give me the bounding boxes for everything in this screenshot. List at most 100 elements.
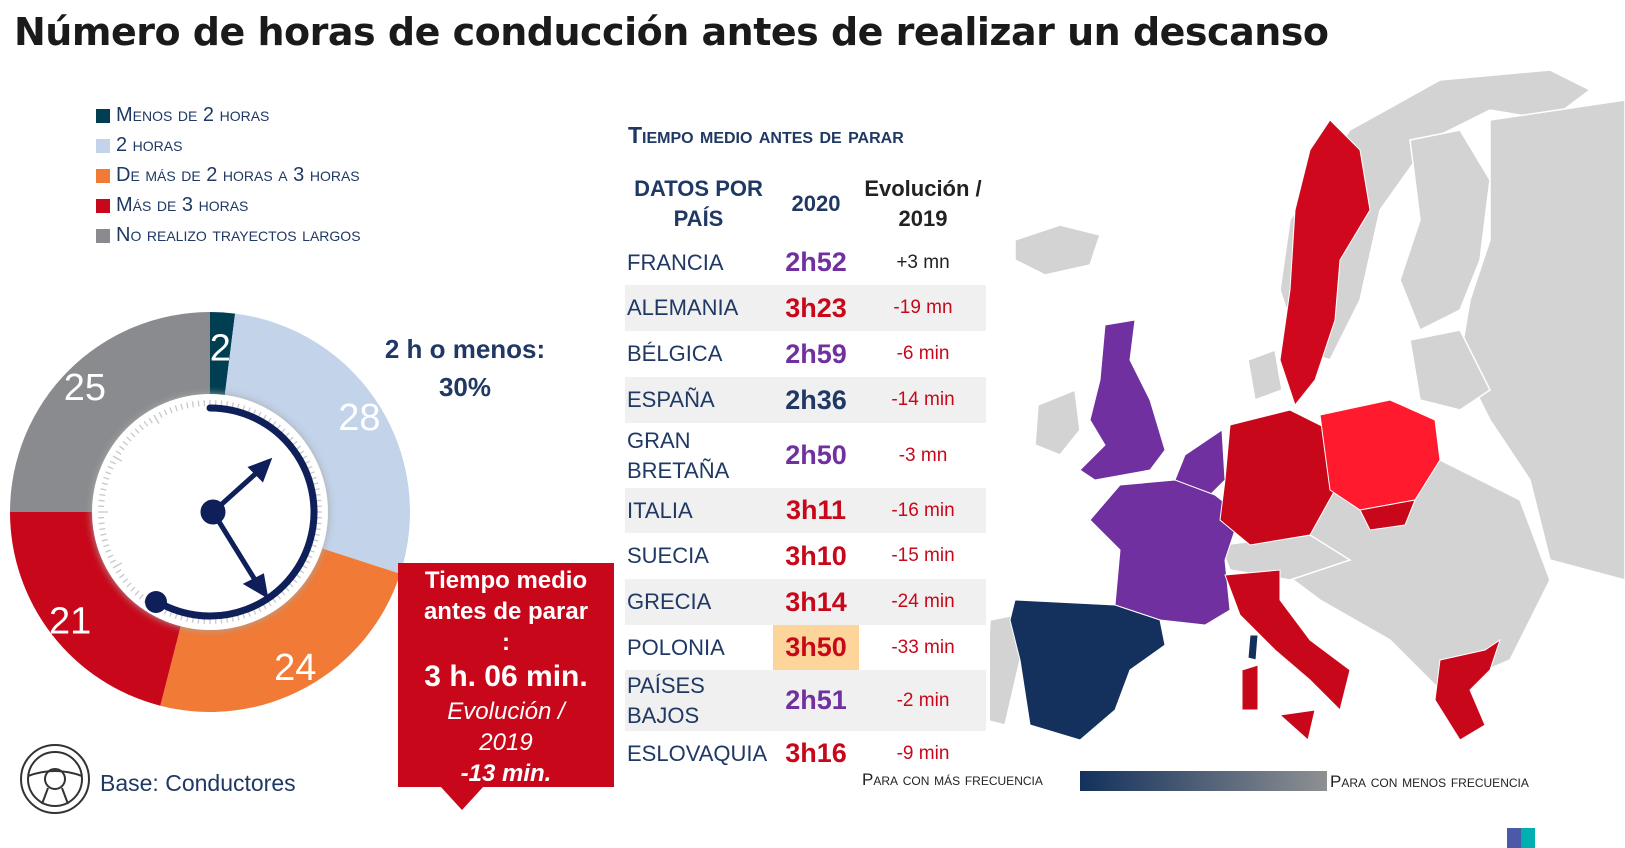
summary-label: 2 h o menos: bbox=[384, 334, 546, 364]
table-row: PAÍSES BAJOS 2h51 -2 min bbox=[625, 670, 986, 731]
clock-tick bbox=[169, 407, 173, 414]
legend-swatch bbox=[96, 138, 110, 153]
summary-value: 30% bbox=[438, 372, 492, 402]
legend-item: De más de 2 horas a 3 horas bbox=[96, 164, 360, 187]
country-name: ESLOVAQUIA bbox=[627, 740, 768, 766]
donut-slice bbox=[210, 312, 236, 403]
clock-tick bbox=[98, 522, 105, 525]
map-russia-east bbox=[1459, 99, 1625, 581]
map-corsica bbox=[1247, 634, 1259, 661]
page-title: Número de horas de conducción antes de r… bbox=[14, 10, 1329, 54]
clock-tick bbox=[153, 414, 160, 424]
clock-tick bbox=[186, 402, 189, 409]
clock-tick bbox=[126, 582, 132, 588]
europe-map bbox=[990, 69, 1625, 741]
map-sweden bbox=[1279, 119, 1371, 407]
clock-tick bbox=[101, 538, 108, 542]
donut-data-label: 21 bbox=[49, 600, 91, 642]
evolution-value: -15 min bbox=[891, 545, 955, 566]
steering-wheel-icon bbox=[20, 744, 90, 814]
legend-item: 2 horas bbox=[96, 134, 182, 157]
map-ireland bbox=[1034, 388, 1081, 456]
clock-arc bbox=[149, 404, 318, 620]
header-text: Evolución / bbox=[864, 176, 982, 201]
donut-chart: 2 28 24 21 25 bbox=[9, 312, 411, 712]
table-row: ITALIA 3h11 -16 min bbox=[625, 488, 986, 533]
hour-hand-arrow bbox=[247, 457, 273, 483]
callout-evolution-label: Evolución / bbox=[447, 698, 565, 725]
clock-tick bbox=[191, 401, 195, 408]
time-2020: 3h16 bbox=[785, 738, 847, 768]
clock-tick bbox=[107, 465, 114, 470]
clock-tick bbox=[109, 559, 116, 564]
time-2020: 2h50 bbox=[785, 440, 847, 470]
evolution-value: +3 mn bbox=[896, 252, 950, 273]
header-text: PAÍS bbox=[673, 206, 724, 231]
legend-item: No realizo trayectos largos bbox=[96, 224, 361, 247]
clock-tick bbox=[139, 424, 144, 431]
clock-tick bbox=[197, 400, 200, 407]
evolution-value: -3 mn bbox=[898, 445, 948, 466]
callout-text: : bbox=[502, 629, 510, 656]
map-france bbox=[1089, 479, 1241, 626]
country-name: FRANCIA bbox=[627, 249, 724, 275]
time-2020: 3h50 bbox=[773, 625, 859, 670]
country-name: GRECIA bbox=[627, 589, 712, 614]
country-name: ITALIA bbox=[627, 497, 693, 523]
country-name: SUECIA bbox=[627, 543, 709, 568]
clock-tick bbox=[174, 405, 178, 412]
callout-text: Tiempo medio bbox=[424, 567, 588, 594]
legend-swatch bbox=[96, 198, 110, 213]
map-spain bbox=[1009, 599, 1166, 741]
map-greece bbox=[1434, 638, 1501, 741]
evolution-value: -33 min bbox=[891, 637, 955, 658]
legend-label: Menos de 2 horas bbox=[116, 104, 270, 126]
country-name-line: GRAN bbox=[627, 427, 691, 453]
header-evolution: Evolución / 2019 bbox=[860, 174, 986, 234]
donut-slice bbox=[9, 512, 183, 706]
donut-data-label: 25 bbox=[64, 367, 106, 409]
legend-swatch bbox=[96, 228, 110, 243]
donut-slice bbox=[10, 312, 210, 512]
country-name: ALEMANIA bbox=[627, 295, 739, 320]
map-slovakia bbox=[1359, 499, 1416, 531]
map-germany bbox=[1219, 409, 1336, 546]
donut-data-label: 2 bbox=[210, 327, 231, 369]
time-2020: 3h10 bbox=[785, 541, 847, 571]
map-iceland bbox=[1014, 224, 1101, 276]
clock-tick bbox=[130, 432, 136, 438]
clock-tick bbox=[103, 544, 110, 548]
country-name: ESPAÑA bbox=[627, 387, 715, 412]
time-2020: 2h51 bbox=[785, 685, 847, 715]
average-time-callout: Tiempo medio antes de parar : 3 h. 06 mi… bbox=[398, 563, 614, 787]
clock-center bbox=[200, 499, 226, 525]
callout-pointer bbox=[440, 786, 484, 810]
map-finland bbox=[1399, 129, 1491, 332]
base-note: Base: Conductores bbox=[100, 770, 296, 796]
legend-item: Más de 3 horas bbox=[96, 194, 248, 217]
table-row: GRECIA 3h14 -24 min bbox=[625, 579, 986, 625]
legend-swatch bbox=[96, 168, 110, 183]
evolution-value: -16 min bbox=[891, 500, 955, 521]
map-denmark bbox=[1247, 348, 1283, 402]
clock-tick bbox=[163, 409, 168, 416]
country-name-line: BRETAÑA bbox=[627, 457, 730, 483]
time-2020: 2h36 bbox=[785, 385, 847, 415]
clock-tick bbox=[115, 569, 122, 574]
map-poland bbox=[1319, 399, 1441, 511]
evolution-value: -2 min bbox=[896, 690, 950, 711]
clock-tick bbox=[112, 562, 122, 569]
scale-label-right: Para con menos frecuencia bbox=[1330, 772, 1529, 791]
time-2020: 3h14 bbox=[785, 587, 847, 617]
clock-tick bbox=[99, 493, 106, 497]
table-row: GRAN BRETAÑA 2h50 -3 mn bbox=[625, 423, 986, 488]
table-row: SUECIA 3h10 -15 min bbox=[625, 533, 986, 579]
time-2020: 3h23 bbox=[785, 293, 847, 323]
donut-data-label: 24 bbox=[274, 647, 316, 689]
summary-stat: 2 h o menos: 30% bbox=[370, 330, 560, 406]
country-name: GRAN BRETAÑA bbox=[627, 426, 729, 486]
table-row: ALEMANIA 3h23 -19 mn bbox=[625, 285, 986, 331]
clock-tick bbox=[119, 573, 125, 579]
clock-tick bbox=[148, 417, 153, 424]
